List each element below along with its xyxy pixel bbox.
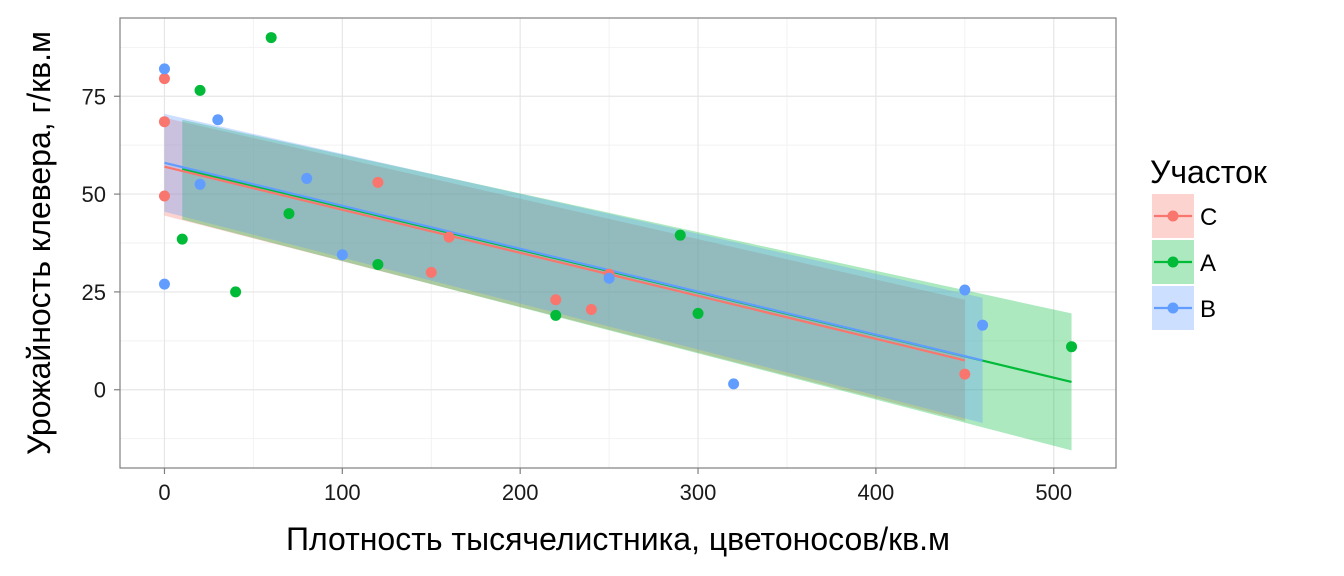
legend: Участок CAB [1150, 154, 1268, 330]
legend-key-point [1167, 210, 1179, 222]
x-tick-label: 100 [324, 480, 361, 505]
data-point-c [158, 190, 170, 202]
data-point-b [336, 249, 348, 261]
legend-label-b: B [1200, 296, 1216, 323]
data-point-a [372, 259, 384, 271]
regression-lines [164, 161, 1072, 383]
fit-line-b [164, 161, 983, 362]
grid-lines [120, 18, 1116, 468]
data-point-b [194, 178, 206, 190]
confidence-band-a [182, 119, 1072, 451]
data-point-a [194, 84, 206, 96]
data-point-a [176, 233, 188, 245]
data-point-b [977, 319, 989, 331]
data-point-a [265, 32, 277, 44]
data-point-b [158, 63, 170, 75]
confidence-band-b [164, 113, 983, 423]
data-point-b [959, 284, 971, 296]
data-point-a [283, 208, 295, 220]
data-point-b [158, 278, 170, 290]
data-point-c [585, 304, 597, 316]
data-point-c [158, 116, 170, 128]
y-axis-ticks: 0 25 50 75 [82, 84, 120, 403]
legend-key-point [1167, 256, 1179, 268]
x-tick-label: 500 [1035, 480, 1072, 505]
data-point-a [692, 307, 704, 319]
data-points [158, 32, 1078, 390]
confidence-bands [164, 113, 1072, 451]
x-tick-label: 0 [158, 480, 170, 505]
x-tick-label: 400 [858, 480, 895, 505]
data-point-a [1066, 341, 1078, 353]
data-point-b [301, 172, 313, 184]
fit-line-c [164, 165, 966, 362]
y-tick-label: 75 [82, 84, 106, 109]
x-axis-ticks: 0 100 200 300 400 500 [158, 468, 1072, 505]
plot-border [119, 17, 1117, 469]
x-tick-label: 300 [680, 480, 717, 505]
data-point-c [158, 73, 170, 85]
data-point-c [550, 294, 562, 306]
data-point-c [959, 368, 971, 380]
data-point-b [603, 272, 615, 284]
data-point-c [443, 231, 455, 243]
y-axis-title: Урожайность клевера, г/кв.м [21, 31, 57, 455]
confidence-band-c [164, 117, 965, 422]
y-tick-label: 50 [82, 182, 106, 207]
y-tick-label: 25 [82, 280, 106, 305]
data-point-c [372, 176, 384, 188]
y-tick-label: 0 [94, 378, 106, 403]
legend-label-c: C [1200, 204, 1217, 231]
legend-title: Участок [1150, 154, 1268, 190]
x-axis-title: Плотность тысячелистника, цветоносов/кв.… [286, 521, 950, 557]
data-point-b [728, 378, 740, 390]
data-point-c [425, 266, 437, 278]
legend-label-a: A [1200, 250, 1216, 277]
data-point-a [674, 229, 686, 241]
data-point-b [212, 114, 224, 126]
data-point-a [230, 286, 242, 298]
x-tick-label: 200 [502, 480, 539, 505]
legend-key-point [1167, 302, 1179, 314]
data-point-a [550, 309, 562, 321]
